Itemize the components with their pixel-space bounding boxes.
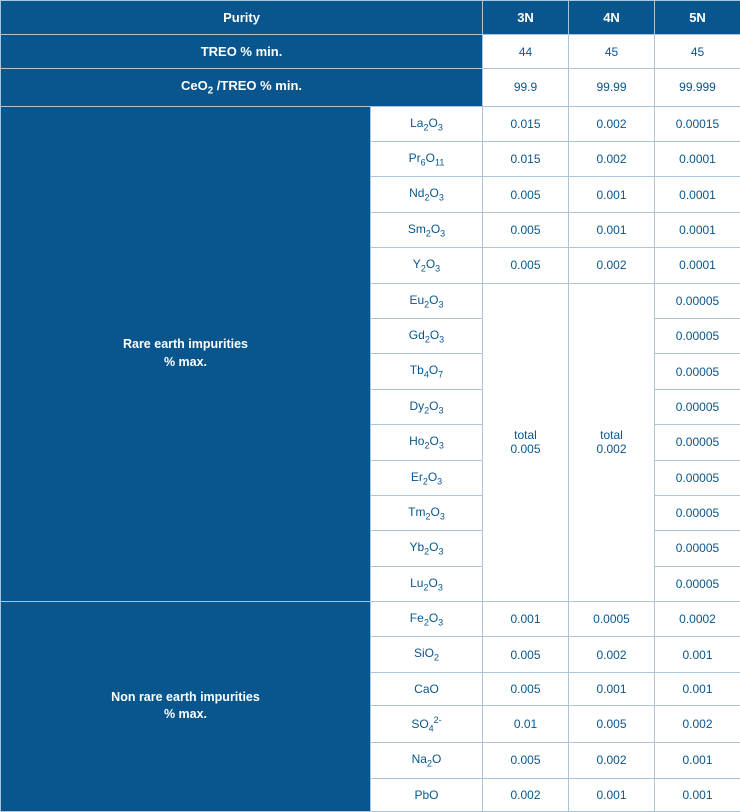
compound-label: Nd2O3 xyxy=(371,177,483,212)
compound-label: Gd2O3 xyxy=(371,318,483,353)
header-5n: 5N xyxy=(655,1,740,35)
value-4n: 0.001 xyxy=(569,672,655,705)
value-3n: 0.005 xyxy=(483,637,569,672)
table-row: Rare earth impurities% max.La2O30.0150.0… xyxy=(1,106,740,141)
value-4n: 0.0005 xyxy=(569,602,655,637)
value-3n: 0.005 xyxy=(483,212,569,247)
value-5n: 99.999 xyxy=(655,69,740,107)
top-row-label: TREO % min. xyxy=(1,35,483,69)
compound-label: Tb4O7 xyxy=(371,354,483,389)
value-3n: 0.005 xyxy=(483,672,569,705)
value-5n: 0.0001 xyxy=(655,141,740,176)
compound-label: CaO xyxy=(371,672,483,705)
compound-label: Er2O3 xyxy=(371,460,483,495)
value-5n: 0.002 xyxy=(655,705,740,742)
compound-label: Pr6O11 xyxy=(371,141,483,176)
value-5n: 0.00005 xyxy=(655,425,740,460)
compound-label: Yb2O3 xyxy=(371,531,483,566)
value-5n: 0.0001 xyxy=(655,212,740,247)
compound-label: Fe2O3 xyxy=(371,602,483,637)
value-5n: 0.001 xyxy=(655,637,740,672)
value-5n: 0.0001 xyxy=(655,248,740,283)
merged-total-4n: total0.002 xyxy=(569,283,655,602)
value-4n: 45 xyxy=(569,35,655,69)
value-5n: 0.00015 xyxy=(655,106,740,141)
value-4n: 0.001 xyxy=(569,177,655,212)
value-4n: 0.002 xyxy=(569,141,655,176)
compound-label: SiO2 xyxy=(371,637,483,672)
table-row: Non rare earth impurities% max.Fe2O30.00… xyxy=(1,602,740,637)
header-4n: 4N xyxy=(569,1,655,35)
value-5n: 0.001 xyxy=(655,743,740,778)
value-3n: 0.001 xyxy=(483,602,569,637)
value-5n: 0.0001 xyxy=(655,177,740,212)
table-row: CeO2 /TREO % min.99.999.9999.999 xyxy=(1,69,740,107)
value-5n: 0.00005 xyxy=(655,354,740,389)
compound-label: SO42- xyxy=(371,705,483,742)
section-rare-earth: Rare earth impurities% max. xyxy=(1,106,371,601)
compound-label: Y2O3 xyxy=(371,248,483,283)
compound-label: La2O3 xyxy=(371,106,483,141)
compound-label: Tm2O3 xyxy=(371,495,483,530)
section-non-rare-earth: Non rare earth impurities% max. xyxy=(1,602,371,812)
value-5n: 0.0002 xyxy=(655,602,740,637)
specification-table: Purity3N4N5NTREO % min.444545CeO2 /TREO … xyxy=(0,0,740,812)
value-4n: 0.005 xyxy=(569,705,655,742)
value-3n: 0.015 xyxy=(483,106,569,141)
compound-label: Ho2O3 xyxy=(371,425,483,460)
top-row-label: CeO2 /TREO % min. xyxy=(1,69,483,107)
value-5n: 0.00005 xyxy=(655,389,740,424)
value-4n: 0.002 xyxy=(569,637,655,672)
value-3n: 0.005 xyxy=(483,743,569,778)
header-purity: Purity xyxy=(1,1,483,35)
value-5n: 45 xyxy=(655,35,740,69)
merged-total-3n: total0.005 xyxy=(483,283,569,602)
value-5n: 0.00005 xyxy=(655,318,740,353)
value-3n: 0.015 xyxy=(483,141,569,176)
value-5n: 0.00005 xyxy=(655,460,740,495)
value-4n: 0.002 xyxy=(569,743,655,778)
value-4n: 0.002 xyxy=(569,106,655,141)
value-4n: 0.001 xyxy=(569,212,655,247)
compound-label: Eu2O3 xyxy=(371,283,483,318)
value-4n: 0.002 xyxy=(569,248,655,283)
value-3n: 99.9 xyxy=(483,69,569,107)
value-4n: 99.99 xyxy=(569,69,655,107)
value-3n: 0.01 xyxy=(483,705,569,742)
value-5n: 0.001 xyxy=(655,672,740,705)
compound-label: Na2O xyxy=(371,743,483,778)
compound-label: Lu2O3 xyxy=(371,566,483,601)
value-3n: 0.002 xyxy=(483,778,569,811)
value-5n: 0.00005 xyxy=(655,531,740,566)
value-5n: 0.00005 xyxy=(655,566,740,601)
value-3n: 0.005 xyxy=(483,177,569,212)
value-3n: 44 xyxy=(483,35,569,69)
value-5n: 0.00005 xyxy=(655,283,740,318)
value-4n: 0.001 xyxy=(569,778,655,811)
value-5n: 0.001 xyxy=(655,778,740,811)
value-5n: 0.00005 xyxy=(655,495,740,530)
header-3n: 3N xyxy=(483,1,569,35)
compound-label: PbO xyxy=(371,778,483,811)
value-3n: 0.005 xyxy=(483,248,569,283)
compound-label: Sm2O3 xyxy=(371,212,483,247)
table-row: TREO % min.444545 xyxy=(1,35,740,69)
table-row: Purity3N4N5N xyxy=(1,1,740,35)
compound-label: Dy2O3 xyxy=(371,389,483,424)
